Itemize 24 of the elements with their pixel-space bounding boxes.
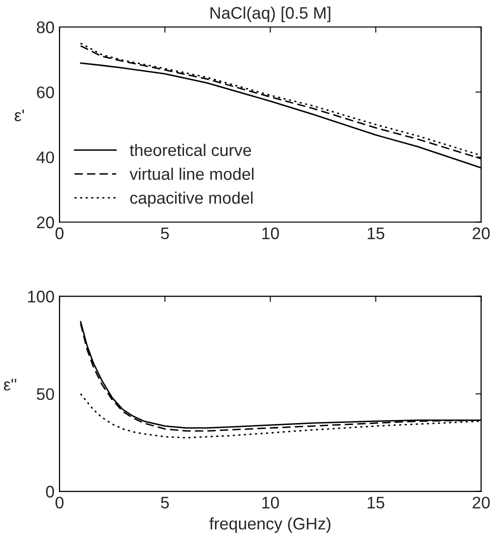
y-tick-label: 0	[46, 486, 54, 498]
y-tick-label: 60	[36, 86, 54, 98]
x-tick-label: 5	[160, 228, 169, 240]
y-tick-label: 40	[36, 151, 54, 164]
x-tick-label: 15	[368, 496, 384, 509]
x-tick-label: 20	[472, 496, 490, 509]
x-tick-label: 5	[160, 496, 169, 509]
chart-title: NaCl(aq) [0.5 M]	[210, 6, 330, 22]
y-tick-label: 80	[36, 21, 54, 34]
x-tick-label: 10	[262, 227, 279, 240]
legend-label: capacitive model	[130, 192, 253, 208]
x-axis-title: frequency (GHz)	[209, 517, 330, 533]
y-tick-label: 100	[28, 290, 54, 302]
x-tick-label: 0	[56, 496, 64, 509]
x-tick-label: 15	[368, 228, 384, 240]
x-tick-label: 0	[56, 227, 64, 240]
x-tick-label: 10	[262, 496, 279, 509]
y-tick-label: 50	[36, 388, 54, 400]
legend-label: virtual line model	[130, 168, 254, 180]
y-axis-title: ε'	[14, 110, 24, 122]
y-tick-label: 20	[36, 216, 54, 228]
y-axis-title: ε''	[4, 378, 16, 391]
x-tick-label: 20	[472, 227, 490, 240]
legend-label: theoretical curve	[130, 144, 252, 156]
